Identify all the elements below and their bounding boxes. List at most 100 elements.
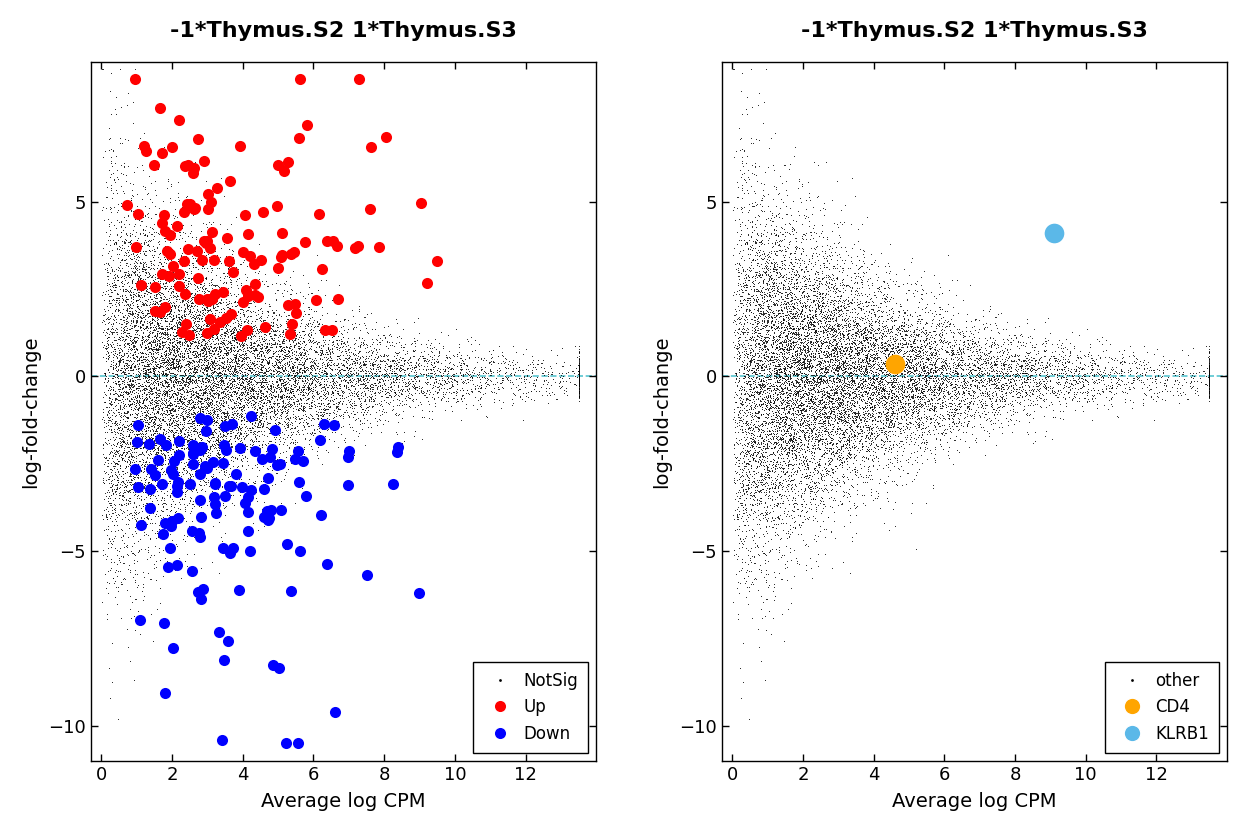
Point: [811, 401, 831, 414]
Point: [738, 322, 758, 335]
Point: [846, 413, 866, 426]
Point: [790, 256, 810, 270]
Point: [292, 374, 312, 387]
Point: [910, 373, 930, 386]
Point: [866, 383, 886, 396]
Point: [1031, 400, 1051, 414]
Point: [134, 352, 154, 365]
Point: [226, 290, 246, 303]
Point: [134, 570, 154, 583]
Point: [810, 406, 830, 419]
Point: [156, 298, 176, 311]
Point: [163, 374, 183, 387]
Point: [182, 419, 202, 433]
Point: [1051, 377, 1071, 390]
Point: [132, 192, 152, 206]
Point: [970, 361, 990, 374]
Point: [792, 418, 812, 431]
Point: [817, 305, 837, 319]
Point: [749, 208, 769, 221]
Point: [181, 389, 201, 403]
Point: [535, 364, 555, 377]
Point: [754, 290, 774, 304]
Point: [313, 326, 333, 339]
Point: [879, 388, 899, 401]
Point: [278, 349, 298, 362]
Point: [795, 421, 815, 434]
Point: [165, 394, 185, 408]
Point: [181, 273, 201, 286]
Point: [190, 324, 210, 338]
Point: [815, 277, 835, 290]
Point: [846, 360, 866, 374]
Point: [955, 398, 975, 411]
Point: [981, 364, 1001, 378]
Point: [840, 515, 860, 528]
Point: [95, 457, 115, 470]
Point: [940, 340, 960, 354]
Point: [356, 367, 376, 380]
Point: [298, 382, 318, 395]
Point: [186, 268, 206, 281]
Point: [383, 399, 403, 413]
Point: [176, 280, 196, 294]
Point: [139, 341, 158, 354]
Point: [388, 388, 408, 401]
Point: [778, 484, 797, 498]
Point: [278, 309, 298, 322]
Point: [104, 493, 124, 507]
Point: [915, 410, 935, 423]
Point: [1017, 363, 1037, 376]
Point: [193, 392, 213, 405]
Point: [314, 334, 334, 347]
Point: [201, 461, 221, 474]
Point: [736, 293, 756, 306]
Point: [907, 397, 927, 410]
Point: [876, 300, 896, 313]
Point: [826, 387, 846, 400]
Point: [280, 430, 300, 443]
Point: [917, 383, 937, 396]
Point: [166, 439, 186, 453]
Point: [510, 375, 530, 389]
Point: [775, 245, 795, 258]
Point: [109, 403, 129, 416]
Point: [920, 383, 940, 396]
Point: [196, 386, 216, 399]
Point: [805, 270, 825, 284]
Point: [278, 344, 298, 358]
Point: [760, 303, 780, 316]
Point: [731, 170, 751, 183]
Point: [795, 325, 815, 339]
Point: [168, 267, 188, 280]
Point: [130, 462, 150, 475]
Point: [931, 361, 951, 374]
Point: [750, 428, 770, 442]
Point: [760, 292, 780, 305]
Point: [1199, 371, 1219, 384]
Point: [735, 498, 755, 511]
Point: [293, 452, 313, 465]
Point: [936, 357, 956, 370]
Point: [765, 471, 785, 484]
Point: [287, 384, 307, 397]
Point: [822, 445, 842, 458]
Point: [809, 271, 829, 285]
Point: [987, 337, 1007, 350]
Point: [856, 429, 876, 443]
Point: [749, 299, 769, 312]
Point: [938, 337, 958, 350]
Point: [132, 262, 152, 275]
Point: [336, 313, 356, 326]
Point: [739, 228, 759, 241]
Point: [129, 302, 149, 315]
Point: [262, 340, 282, 354]
Point: [776, 517, 796, 530]
Point: [291, 316, 311, 329]
Point: [728, 408, 748, 421]
Point: [438, 391, 458, 404]
Point: [246, 378, 266, 391]
Point: [764, 334, 784, 347]
Point: [787, 327, 807, 340]
Point: [806, 294, 826, 307]
